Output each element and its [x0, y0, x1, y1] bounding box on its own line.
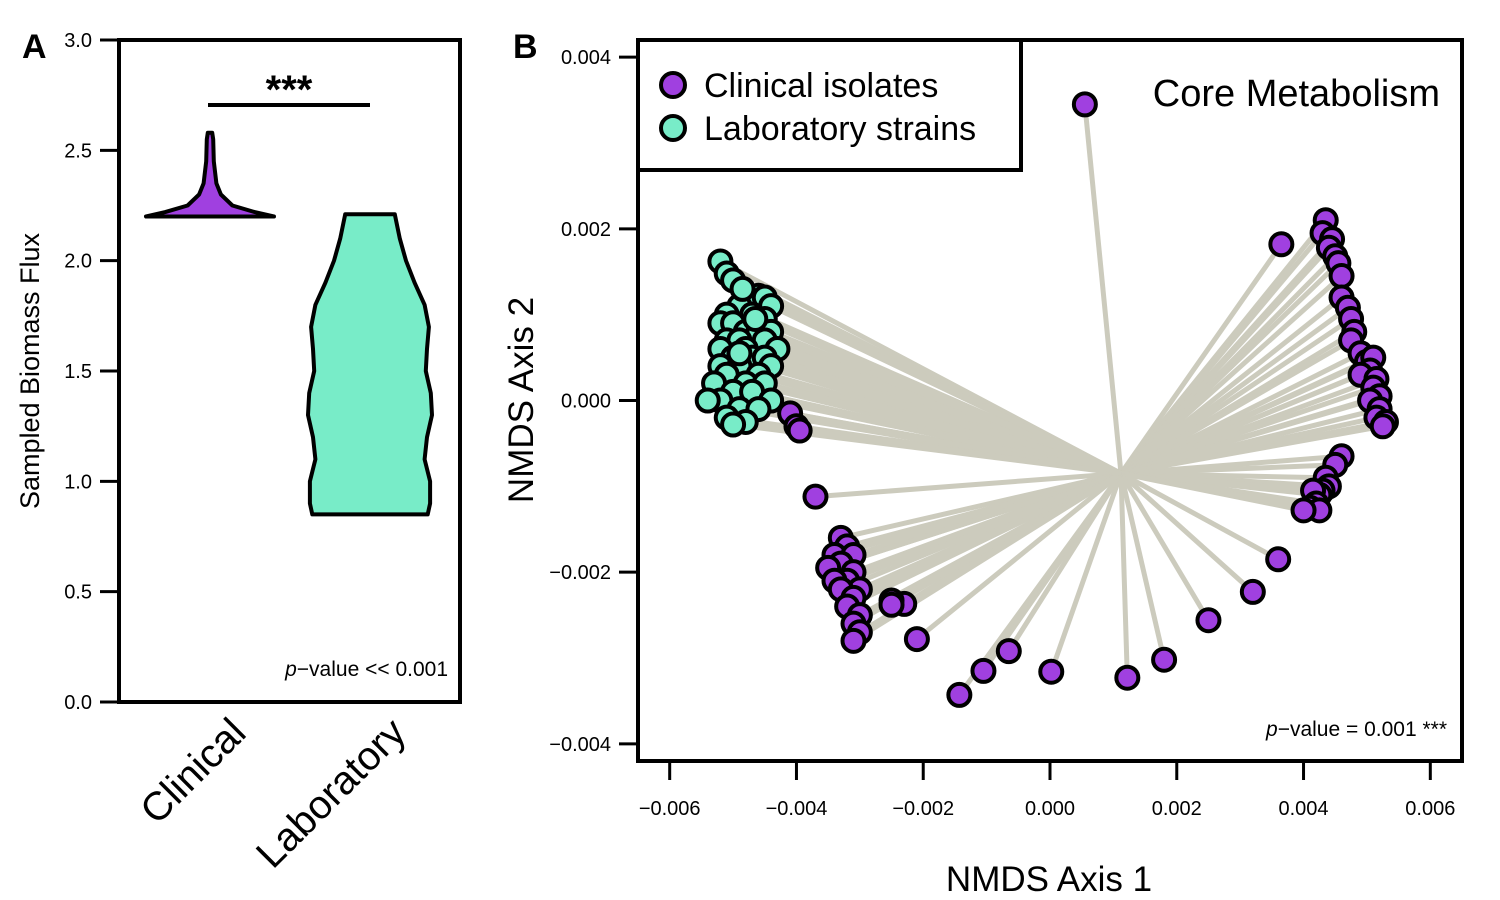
panel-a-y-tick-label: 0.5 [64, 582, 92, 604]
panel-a: A 0.0 0.5 1.0 1.5 2.0 2.5 3.0 Sampled Biomass … [15, 28, 462, 877]
spoke-clinical [957, 471, 1124, 697]
spoke-clinical [1119, 471, 1280, 562]
point-clinical [1239, 578, 1266, 605]
panel-b-points [694, 91, 1399, 708]
panel-b-x-tick-label: 0.002 [1152, 798, 1202, 820]
point-clinical [878, 591, 905, 618]
significance-stars: *** [266, 68, 313, 112]
panel-b-x-axis: −0.006 −0.004 −0.002 0.000 0.002 0.004 0.006 [639, 761, 1455, 820]
panel-a-y-tick-label: 3.0 [64, 30, 92, 52]
point-laboratory [720, 411, 747, 438]
panel-b-y-axis-title: NMDS Axis 2 [502, 297, 541, 503]
panel-b-p-value: p−value = 0.001 *** [1265, 718, 1447, 741]
point-clinical [1038, 658, 1065, 685]
panel-b-x-tick-label: −0.006 [639, 798, 701, 820]
panel-b-y-tick-label: −0.004 [549, 734, 611, 756]
point-clinical [840, 627, 867, 654]
panel-a-p-value: p−value << 0.001 [284, 658, 448, 681]
legend-marker-laboratory [659, 114, 687, 142]
panel-b-y-tick-label: 0.004 [561, 47, 611, 69]
spoke-clinical [1048, 472, 1124, 673]
spoke-clinical [1120, 471, 1305, 513]
panel-b-y-tick-label: 0.000 [561, 391, 611, 413]
point-laboratory [742, 305, 769, 332]
x-tick-label-clinical: Clinical [132, 710, 254, 832]
point-clinical [802, 483, 829, 510]
violin-clinical [144, 130, 276, 219]
panel-a-y-tick-label: 2.0 [64, 251, 92, 273]
point-laboratory [694, 387, 721, 414]
point-clinical [1328, 263, 1355, 290]
panel-b-letter: B [513, 28, 538, 66]
panel-a-y-tick-label: 2.5 [64, 140, 92, 162]
legend-marker-clinical [659, 71, 687, 99]
point-clinical [1290, 497, 1317, 524]
spoke-clinical [1118, 242, 1284, 475]
spoke-laboratory [738, 350, 1122, 476]
panel-a-y-tick-label: 0.0 [64, 692, 92, 714]
panel-b-x-tick-label: −0.004 [766, 798, 828, 820]
point-clinical [1071, 91, 1098, 118]
panel-a-y-axis: 0.0 0.5 1.0 1.5 2.0 2.5 3.0 [64, 30, 119, 714]
point-clinical [1151, 646, 1178, 673]
panel-b-y-axis: −0.004 −0.002 0.000 0.002 0.004 [549, 47, 638, 756]
point-clinical [903, 626, 930, 653]
panel-a-y-axis-title: Sampled Biomass Flux [15, 232, 45, 509]
point-clinical [1369, 413, 1396, 440]
panel-b-x-tick-label: 0.006 [1405, 798, 1455, 820]
panel-a-letter: A [22, 28, 47, 66]
point-clinical [1268, 231, 1295, 258]
panel-a-y-tick-label: 1.0 [64, 471, 92, 493]
point-laboratory [729, 275, 756, 302]
spoke-laboratory [741, 286, 1123, 476]
point-clinical [970, 657, 997, 684]
spoke-clinical [1119, 274, 1344, 476]
point-laboratory [726, 340, 753, 367]
spoke-clinical [1118, 472, 1211, 622]
panel-a-violins [144, 130, 434, 517]
spoke-clinical [1120, 423, 1384, 476]
legend-label-clinical: Clinical isolates [704, 67, 938, 105]
panel-b-y-tick-label: 0.002 [561, 219, 611, 241]
point-clinical [1114, 664, 1141, 691]
point-clinical [1265, 546, 1292, 573]
spoke-clinical [1119, 471, 1255, 594]
point-clinical [995, 638, 1022, 665]
panel-b-x-tick-label: −0.002 [892, 798, 954, 820]
violin-laboratory [306, 212, 434, 517]
x-tick-label-laboratory: Laboratory [248, 710, 414, 876]
legend-label-laboratory: Laboratory strains [704, 110, 976, 148]
spoke-clinical [1118, 472, 1167, 661]
spoke-clinical [815, 470, 1122, 500]
panel-b-title: Core Metabolism [1153, 73, 1440, 115]
spoke-clinical [915, 471, 1123, 642]
panel-b-x-tick-label: 0.000 [1025, 798, 1075, 820]
panel-a-y-tick-label: 1.5 [64, 361, 92, 383]
panel-b-x-tick-label: 0.004 [1279, 798, 1329, 820]
point-clinical [1195, 607, 1222, 634]
panel-b-spokes [707, 104, 1387, 697]
point-clinical [786, 417, 813, 444]
panel-b-x-axis-title: NMDS Axis 1 [946, 860, 1152, 899]
panel-b-legend: Clinical isolates Laboratory strains [636, 38, 1023, 172]
spoke-clinical [1082, 104, 1124, 474]
spoke-laboratory [754, 316, 1122, 476]
point-clinical [946, 681, 973, 708]
spoke-clinical [1119, 338, 1353, 476]
legend-box [636, 38, 1023, 172]
panel-b-y-tick-label: −0.002 [549, 562, 611, 584]
spoke-clinical [1118, 473, 1130, 678]
